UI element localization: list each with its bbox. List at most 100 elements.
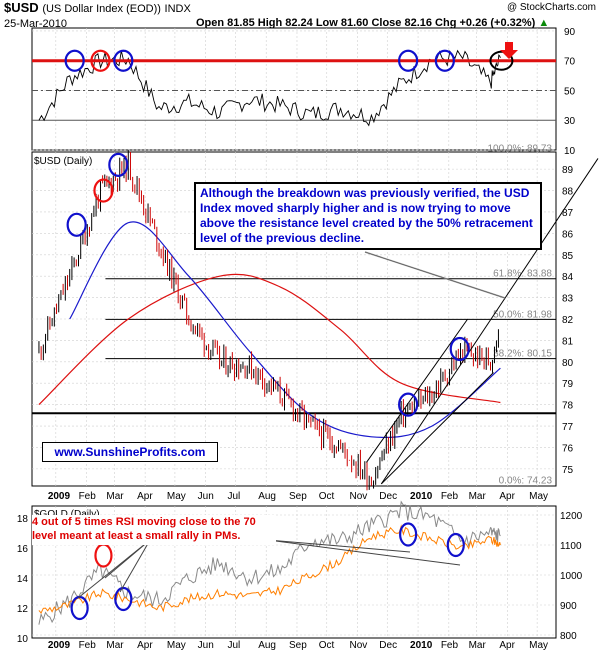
price-tick-label: 84 bbox=[562, 272, 574, 283]
price-tick-label: 81 bbox=[562, 336, 574, 347]
channel-lower-line bbox=[380, 372, 494, 485]
gold-circle-blue bbox=[446, 532, 465, 558]
price-x-label: Jul bbox=[227, 491, 240, 502]
gold-x-label: Apr bbox=[137, 640, 153, 651]
gold-x-label: Jul bbox=[227, 640, 240, 651]
price-tick-label: 76 bbox=[562, 443, 574, 454]
gold-price-line bbox=[38, 524, 501, 614]
price-x-label: Sep bbox=[289, 491, 307, 502]
fib-label: 38.2%: 80.15 bbox=[493, 349, 552, 360]
rsi-tick-label: 10 bbox=[564, 146, 576, 157]
gold-circle-blue bbox=[114, 586, 133, 612]
price-circle-blue bbox=[398, 392, 419, 417]
rsi-tick-label: 30 bbox=[564, 116, 576, 127]
price-x-label: 2009 bbox=[48, 491, 71, 502]
price-circle-blue bbox=[449, 336, 470, 362]
rsi-circle-blue bbox=[398, 49, 419, 72]
quote-line: Open 81.85 High 82.24 Low 81.60 Close 82… bbox=[196, 17, 549, 29]
gold-right-tick: 1000 bbox=[560, 571, 583, 582]
price-x-label: Apr bbox=[499, 491, 515, 502]
gold-circle-blue bbox=[399, 522, 418, 547]
price-tick-label: 87 bbox=[562, 208, 574, 219]
rsi-red-arrow bbox=[500, 42, 518, 59]
gold-x-label: Jun bbox=[198, 640, 214, 651]
rsi-circle-blue bbox=[113, 49, 134, 72]
gold-x-label: May bbox=[529, 640, 548, 651]
price-x-label: May bbox=[529, 491, 548, 502]
gold-x-label: Nov bbox=[350, 640, 368, 651]
price-tick-label: 83 bbox=[562, 294, 574, 305]
price-tick-label: 75 bbox=[562, 465, 574, 476]
quote-date: 25-Mar-2010 bbox=[4, 18, 67, 30]
copyright: @ StockCharts.com bbox=[506, 2, 596, 13]
price-panel-title: $USD (Daily) bbox=[34, 156, 92, 167]
channel-upper-line bbox=[380, 158, 599, 485]
price-tick-label: 86 bbox=[562, 229, 574, 240]
quote-up-arrow: ▲ bbox=[538, 17, 550, 29]
price-tick-label: 85 bbox=[562, 251, 574, 262]
gold-panel-title: $GOLD (Daily) bbox=[34, 509, 100, 520]
gold-x-label: Mar bbox=[106, 640, 124, 651]
price-x-label: Feb bbox=[79, 491, 97, 502]
price-tick-label: 77 bbox=[562, 422, 574, 433]
price-x-label: May bbox=[167, 491, 186, 502]
price-x-label: Nov bbox=[350, 491, 368, 502]
annotation-pointer-core bbox=[364, 251, 506, 299]
gold-annotation-pointer bbox=[104, 539, 151, 579]
rsi-panel bbox=[31, 27, 557, 151]
gold-right-tick: 1200 bbox=[560, 511, 583, 522]
gold-x-label: Dec bbox=[379, 640, 397, 651]
price-tick-label: 80 bbox=[562, 358, 574, 369]
price-x-label: 2010 bbox=[410, 491, 433, 502]
gold-right-tick: 900 bbox=[560, 601, 577, 612]
gold-annotation-pointer bbox=[267, 539, 411, 553]
price-x-label: Apr bbox=[137, 491, 153, 502]
gold-x-label: 2009 bbox=[48, 640, 71, 651]
gold-x-label: Aug bbox=[258, 640, 276, 651]
price-circle-blue bbox=[66, 212, 87, 237]
rsi-circle-blue bbox=[64, 49, 85, 72]
symbol-name: (US Dollar Index (EOD)) bbox=[42, 3, 161, 15]
gold-annotation-pointer bbox=[119, 539, 151, 593]
gold-left-tick: 12 bbox=[17, 604, 29, 615]
gold-left-tick: 18 bbox=[17, 514, 29, 525]
annotation-text: Although the breakdown was previously ve… bbox=[200, 186, 533, 245]
gold-right-tick: 800 bbox=[560, 631, 577, 642]
exchange: INDX bbox=[164, 3, 191, 15]
gold-x-label: 2010 bbox=[410, 640, 433, 651]
price-x-label: Mar bbox=[469, 491, 487, 502]
price-tick-label: 89 bbox=[562, 165, 574, 176]
gold-right-tick: 1100 bbox=[560, 541, 582, 552]
fib-label: 100.0%: 89.73 bbox=[488, 143, 553, 154]
gold-annotation-text: 4 out of 5 times RSI moving close to the… bbox=[32, 516, 256, 542]
rsi-tick-label: 90 bbox=[564, 27, 576, 38]
red-moving-average bbox=[38, 273, 501, 406]
gold-left-tick: 16 bbox=[17, 544, 29, 555]
gold-left-tick: 10 bbox=[17, 634, 29, 645]
price-x-label: Jun bbox=[198, 491, 214, 502]
channel-mid-line bbox=[366, 318, 469, 463]
price-tick-label: 88 bbox=[562, 187, 574, 198]
price-tick-label: 82 bbox=[562, 315, 574, 326]
symbol: $USD bbox=[4, 0, 39, 15]
gold-x-label: Mar bbox=[469, 640, 487, 651]
gold-left-tick: 14 bbox=[17, 574, 29, 585]
price-x-label: Mar bbox=[106, 491, 124, 502]
price-x-label: Oct bbox=[319, 491, 335, 502]
gold-x-label: Oct bbox=[319, 640, 335, 651]
fib-label: 61.8%: 83.88 bbox=[493, 269, 552, 280]
rsi-tick-label: 70 bbox=[564, 57, 576, 68]
price-tick-label: 79 bbox=[562, 379, 574, 390]
price-circle-blue bbox=[108, 152, 129, 177]
watermark-box: www.SunshineProfits.com bbox=[42, 442, 218, 462]
blue-moving-average bbox=[69, 221, 501, 439]
gold-annotation-box: 4 out of 5 times RSI moving close to the… bbox=[32, 515, 276, 545]
annotation-box: Although the breakdown was previously ve… bbox=[194, 182, 542, 250]
gold-x-label: May bbox=[167, 640, 186, 651]
fib-label: 0.0%: 74.23 bbox=[499, 475, 553, 486]
price-tick-label: 78 bbox=[562, 401, 574, 412]
rsi-line bbox=[38, 49, 501, 127]
price-x-label: Aug bbox=[258, 491, 276, 502]
price-x-label: Feb bbox=[441, 491, 459, 502]
